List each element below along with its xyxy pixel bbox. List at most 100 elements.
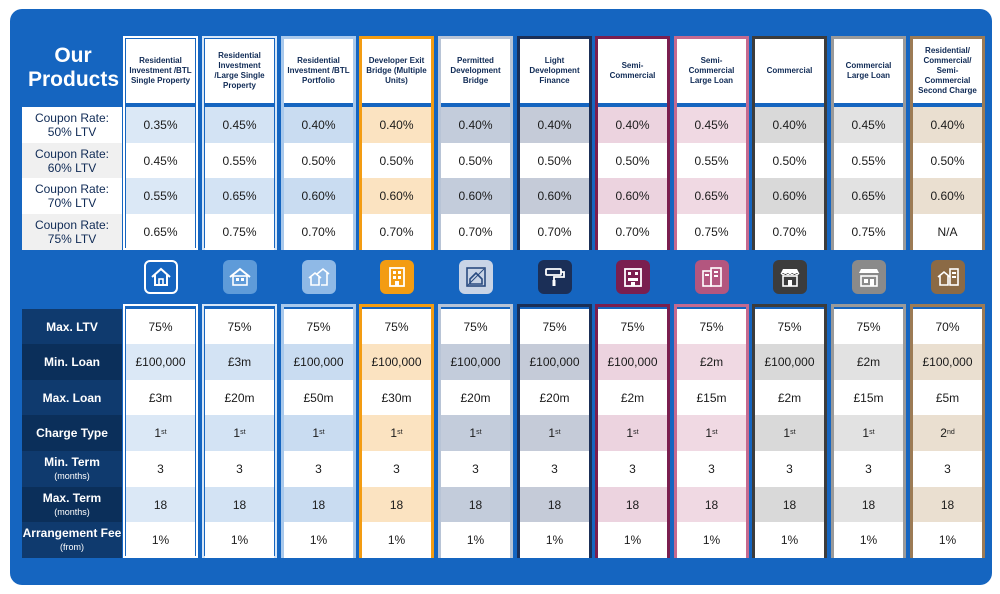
min-term-cell: 3 [284, 451, 353, 487]
product-name: Permitted Development Bridge [441, 39, 510, 103]
coupon-rate-cell: 0.45% [205, 107, 274, 143]
max-ltv-cell: 75% [205, 309, 274, 345]
shopfront-icon [772, 260, 807, 294]
coupon-rate-cell: 0.70% [755, 214, 824, 250]
coupon-rate-cell: 0.35% [126, 107, 195, 143]
charge-suffix: st [555, 429, 561, 437]
max-loan-cell: £15m [677, 380, 746, 416]
max-loan-cell: £15m [834, 380, 903, 416]
house-icon [143, 260, 178, 294]
title-line2: Products [28, 68, 120, 91]
row-label-line: Coupon Rate: [34, 146, 110, 161]
max-ltv-cell: 75% [126, 309, 195, 345]
min-loan-cell: £100,000 [126, 344, 195, 380]
product-name: Residential Investment /Large Single Pro… [205, 39, 274, 103]
row-label-max-loan: Max. Loan [22, 380, 122, 416]
max-term-cell: 18 [205, 487, 274, 523]
max-ltv-cell: 75% [755, 309, 824, 345]
charge-number: 1 [705, 425, 713, 440]
apartment-block-icon [379, 260, 414, 294]
min-term-cell: 3 [205, 451, 274, 487]
max-term-cell: 18 [677, 487, 746, 523]
charge-suffix: st [397, 429, 403, 437]
row-label-arrangement-fee: Arrangement Fee (from) [22, 522, 122, 558]
coupon-rate-cell: 0.50% [755, 143, 824, 179]
max-loan-cell: £20m [205, 380, 274, 416]
coupon-rate-cell: N/A [913, 214, 982, 250]
row-label-sub: (months) [54, 470, 90, 481]
row-label-line: 50% LTV [47, 124, 97, 139]
min-loan-cell: £2m [677, 344, 746, 380]
max-term-cell: 18 [913, 487, 982, 523]
coupon-rate-cell: 0.65% [205, 178, 274, 214]
min-loan-cell: £100,000 [755, 344, 824, 380]
min-term-cell: 3 [598, 451, 667, 487]
row-label-min-loan: Min. Loan [22, 344, 122, 380]
min-term-cell: 3 [834, 451, 903, 487]
charge-suffix: st [869, 429, 875, 437]
coupon-rate-cell: 0.50% [520, 143, 589, 179]
max-loan-cell: £3m [126, 380, 195, 416]
coupon-rate-cell: 0.65% [677, 178, 746, 214]
coupon-rate-cell: 0.55% [205, 143, 274, 179]
max-term-cell: 18 [755, 487, 824, 523]
row-label-main: Charge Type [36, 425, 108, 440]
row-label-line: 60% LTV [47, 160, 97, 175]
row-label-line: 75% LTV [47, 231, 97, 246]
row-label-max-ltv: Max. LTV [22, 309, 122, 345]
row-label-text: Coupon Rate: 50% LTV [35, 111, 109, 139]
row-label-text: Coupon Rate: 70% LTV [35, 182, 109, 210]
max-ltv-cell: 75% [834, 309, 903, 345]
page-title: Our Products [28, 44, 120, 92]
coupon-rate-cell: 0.45% [126, 143, 195, 179]
coupon-rate-cell: 0.40% [441, 107, 510, 143]
charge-suffix: nd [946, 429, 955, 437]
charge-number: 1 [469, 425, 477, 440]
row-label-max-term: Max. Term (months) [22, 487, 122, 523]
arrangement-fee-cell: 1% [205, 522, 274, 558]
row-label-line: Coupon Rate: [34, 217, 110, 232]
min-loan-cell: £100,000 [520, 344, 589, 380]
product-name: Semi-Commercial Large Loan [677, 39, 746, 103]
max-term-cell: 18 [126, 487, 195, 523]
max-loan-cell: £2m [755, 380, 824, 416]
min-term-cell: 3 [126, 451, 195, 487]
arrangement-fee-cell: 1% [834, 522, 903, 558]
row-label-main: Max. LTV [46, 319, 98, 334]
min-loan-cell: £3m [205, 344, 274, 380]
min-loan-cell: £100,000 [284, 344, 353, 380]
row-label-charge-type: Charge Type [22, 415, 122, 451]
charge-number: 1 [312, 425, 320, 440]
max-term-cell: 18 [284, 487, 353, 523]
coupon-rate-cell: 0.70% [520, 214, 589, 250]
row-label-coupon: Coupon Rate: 50% LTV [22, 107, 122, 143]
max-loan-cell: £20m [441, 380, 510, 416]
coupon-rate-cell: 0.75% [205, 214, 274, 250]
charge-number: 1 [626, 425, 634, 440]
product-name: Residential Investment /BTL Portfolio [284, 39, 353, 103]
max-loan-cell: £30m [362, 380, 431, 416]
max-ltv-cell: 75% [598, 309, 667, 345]
product-name: Commercial Large Loan [834, 39, 903, 103]
min-term-cell: 3 [520, 451, 589, 487]
row-label-text: Coupon Rate: 75% LTV [35, 218, 109, 246]
row-label-sub: (months) [54, 506, 90, 517]
row-label-main: Max. Term [42, 490, 102, 505]
row-label-main: Arrangement Fee [22, 525, 122, 540]
charge-number: 2 [940, 425, 947, 440]
charge-number: 1 [783, 425, 791, 440]
charge-number: 1 [390, 425, 398, 440]
arrangement-fee-cell: 1% [913, 522, 982, 558]
row-label-main: Max. Loan [42, 390, 102, 405]
max-term-cell: 18 [834, 487, 903, 523]
coupon-rate-cell: 0.40% [913, 107, 982, 143]
large-building-icon [694, 260, 729, 294]
mixed-use-building-icon [615, 260, 650, 294]
min-loan-cell: £100,000 [362, 344, 431, 380]
arrangement-fee-cell: 1% [362, 522, 431, 558]
product-name: Developer Exit Bridge (Multiple Units) [362, 39, 431, 103]
